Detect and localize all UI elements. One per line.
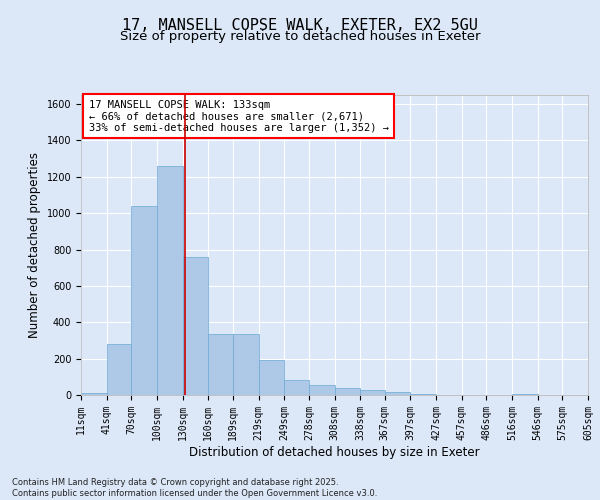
Bar [284,380,309,395]
Bar [385,392,410,395]
Bar [512,394,538,395]
Bar [107,344,131,395]
Bar [81,393,107,395]
Bar [335,388,360,395]
Text: 17 MANSELL COPSE WALK: 133sqm
← 66% of detached houses are smaller (2,671)
33% o: 17 MANSELL COPSE WALK: 133sqm ← 66% of d… [89,100,389,132]
Bar [208,334,233,395]
Bar [309,385,335,395]
X-axis label: Distribution of detached houses by size in Exeter: Distribution of detached houses by size … [189,446,480,458]
Y-axis label: Number of detached properties: Number of detached properties [28,152,41,338]
Bar [410,394,436,395]
Bar [157,166,182,395]
Bar [259,360,284,395]
Text: Contains HM Land Registry data © Crown copyright and database right 2025.
Contai: Contains HM Land Registry data © Crown c… [12,478,377,498]
Text: 17, MANSELL COPSE WALK, EXETER, EX2 5GU: 17, MANSELL COPSE WALK, EXETER, EX2 5GU [122,18,478,32]
Bar [360,390,385,395]
Text: Size of property relative to detached houses in Exeter: Size of property relative to detached ho… [120,30,480,43]
Bar [182,257,208,395]
Bar [131,206,157,395]
Bar [233,334,259,395]
